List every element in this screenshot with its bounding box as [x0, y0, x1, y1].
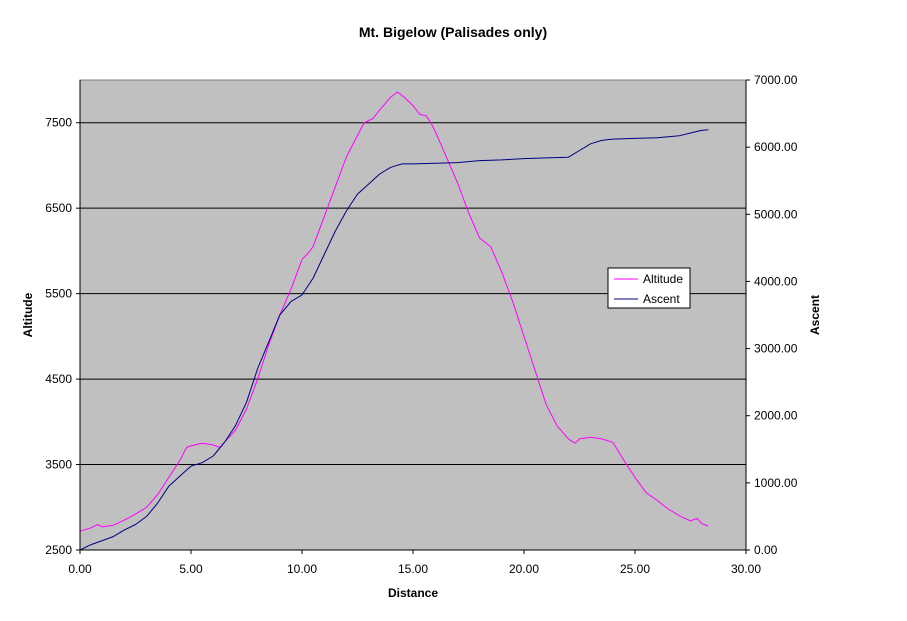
x-tick-label-5: 25.00 — [620, 562, 650, 576]
x-tick-label-2: 10.00 — [287, 562, 317, 576]
series-layer — [79, 91, 709, 551]
x-tick-label-6: 30.00 — [731, 562, 761, 576]
y2-tick-label-7: 7000.00 — [754, 73, 798, 87]
axes-layer: 2500 3500 4500 5500 6500 7500 0.00 1000.00 2000.… — [45, 73, 797, 576]
y2-tick-label-5: 5000.00 — [754, 207, 798, 221]
y-tick-label-1: 3500 — [45, 458, 72, 472]
x-tick-label-0: 0.00 — [68, 562, 92, 576]
y-tick-label-0: 2500 — [45, 543, 72, 557]
legend-box — [607, 267, 691, 309]
x-tick-label-4: 20.00 — [509, 562, 539, 576]
y-tick-label-3: 5500 — [45, 287, 72, 301]
series-line-altitude — [79, 91, 709, 532]
y2-tick-label-3: 3000.00 — [754, 342, 798, 356]
x-tick-label-1: 5.00 — [179, 562, 203, 576]
x-tick-label-3: 15.00 — [398, 562, 428, 576]
y-tick-label-2: 4500 — [45, 372, 72, 386]
y2-tick-label-2: 2000.00 — [754, 409, 798, 423]
y2-tick-label-6: 6000.00 — [754, 140, 798, 154]
gridlines — [80, 122, 746, 466]
y2-tick-label-1: 1000.00 — [754, 476, 798, 490]
y2-tick-label-4: 4000.00 — [754, 274, 798, 288]
plot-area — [79, 79, 747, 551]
x-axis-title: Distance — [388, 586, 438, 600]
y2-axis-title: Ascent — [808, 295, 822, 335]
legend-label-altitude: Altitude — [643, 272, 683, 286]
y-axis-title: Altitude — [21, 292, 35, 337]
series-line-ascent — [79, 129, 709, 551]
y-tick-label-5: 7500 — [45, 116, 72, 130]
legend-label-ascent: Ascent — [643, 292, 680, 306]
y-tick-label-4: 6500 — [45, 201, 72, 215]
y2-tick-label-0: 0.00 — [754, 543, 778, 557]
chart-title: Mt. Bigelow (Palisades only) — [359, 24, 547, 40]
legend: Altitude Ascent — [607, 267, 691, 309]
